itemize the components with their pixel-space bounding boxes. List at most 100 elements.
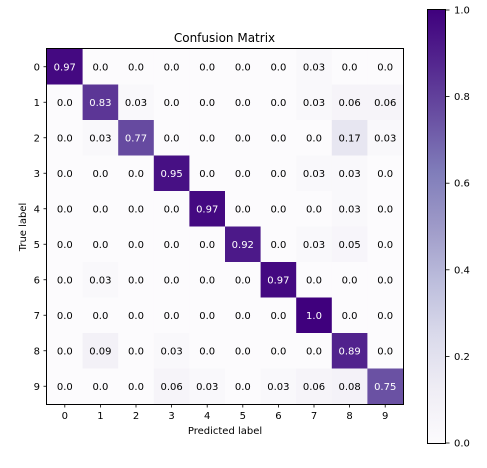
x-tick-label: 9 bbox=[382, 411, 388, 422]
colorbar-tick-label: 0.2 bbox=[454, 352, 470, 363]
heatmap-cell bbox=[296, 297, 333, 334]
cell-value-label: 0.0 bbox=[57, 133, 73, 144]
y-axis-ticks: 0 1 2 3 4 5 6 7 8 9 bbox=[34, 62, 47, 393]
cell-value-label: 0.08 bbox=[338, 382, 360, 393]
x-tick-label: 8 bbox=[346, 411, 352, 422]
heatmap-cell bbox=[82, 226, 119, 263]
heatmap-cell bbox=[225, 368, 261, 405]
cell-value-label: 0.0 bbox=[128, 62, 144, 73]
heatmap-cell bbox=[189, 155, 226, 192]
cell-value-label: 0.0 bbox=[164, 275, 180, 286]
heatmap-cell bbox=[367, 262, 404, 298]
cell-value-label: 0.0 bbox=[57, 240, 73, 251]
heatmap-cell bbox=[47, 191, 83, 227]
y-tick-label: 3 bbox=[34, 169, 40, 180]
heatmap-cell bbox=[118, 297, 155, 334]
heatmap-cell bbox=[331, 368, 368, 405]
cell-value-label: 0.77 bbox=[125, 133, 147, 144]
cell-value-label: 0.0 bbox=[306, 275, 322, 286]
cell-value-label: 0.0 bbox=[199, 346, 215, 357]
heatmap-cell bbox=[118, 120, 155, 156]
cell-value-label: 0.97 bbox=[54, 62, 76, 73]
colorbar-tick-label: 0.0 bbox=[454, 439, 470, 450]
heatmap-cell bbox=[296, 191, 333, 227]
y-tick-label: 8 bbox=[34, 346, 40, 357]
cell-value-label: 0.06 bbox=[303, 382, 325, 393]
heatmap-cell bbox=[47, 155, 83, 192]
heatmap-cell bbox=[47, 333, 83, 369]
cell-value-label: 1.0 bbox=[306, 311, 322, 322]
cell-value-label: 0.0 bbox=[128, 311, 144, 322]
y-tick-label: 1 bbox=[34, 98, 40, 109]
plot-frame bbox=[46, 48, 404, 405]
cell-value-label: 0.03 bbox=[160, 346, 182, 357]
heatmap-cell bbox=[225, 84, 261, 121]
heatmap-cell bbox=[82, 297, 119, 334]
heatmap-cell bbox=[225, 333, 261, 369]
heatmap-cell bbox=[189, 262, 226, 298]
cell-value-label: 0.0 bbox=[57, 382, 73, 393]
cell-value-label: 0.03 bbox=[125, 98, 147, 109]
cell-value-label: 0.03 bbox=[338, 169, 360, 180]
heatmap-cell bbox=[225, 226, 261, 263]
heatmap-cell bbox=[296, 333, 333, 369]
heatmap-cell bbox=[225, 191, 261, 227]
heatmap-cell bbox=[189, 191, 226, 227]
heatmap-cell bbox=[225, 49, 261, 85]
cell-value-label: 0.03 bbox=[303, 169, 325, 180]
cell-value-label: 0.03 bbox=[89, 275, 111, 286]
cell-value-label: 0.05 bbox=[338, 240, 360, 251]
heatmap-cell bbox=[153, 226, 190, 263]
heatmap-cell bbox=[367, 84, 404, 121]
cell-value-label: 0.0 bbox=[128, 204, 144, 215]
heatmap-cell bbox=[118, 262, 155, 298]
cell-value-label: 0.95 bbox=[160, 169, 182, 180]
cell-value-label: 0.0 bbox=[164, 240, 180, 251]
cell-value-label: 0.0 bbox=[377, 169, 393, 180]
cell-value-label: 0.09 bbox=[89, 346, 111, 357]
cell-value-label: 0.17 bbox=[338, 133, 360, 144]
heatmap-cell bbox=[331, 297, 368, 334]
y-axis-label: True label bbox=[18, 203, 29, 253]
heatmap-cell bbox=[118, 49, 155, 85]
cell-value-label: 0.03 bbox=[374, 133, 396, 144]
cell-value-label: 0.0 bbox=[377, 62, 393, 73]
cell-value-label: 0.0 bbox=[306, 133, 322, 144]
cell-value-label: 0.0 bbox=[306, 204, 322, 215]
heatmap-cell bbox=[153, 155, 190, 192]
heatmap-cell bbox=[225, 297, 261, 334]
cell-value-label: 0.0 bbox=[377, 346, 393, 357]
heatmap-cell bbox=[225, 262, 261, 298]
y-tick-label: 5 bbox=[34, 240, 40, 251]
x-axis-ticks: 0 1 2 3 4 5 6 7 8 9 bbox=[62, 404, 388, 422]
heatmap-cell bbox=[153, 368, 190, 405]
x-tick-label: 3 bbox=[168, 411, 174, 422]
heatmap-cell bbox=[367, 191, 404, 227]
heatmap-cell bbox=[118, 226, 155, 263]
heatmap-cell bbox=[47, 262, 83, 298]
heatmap-cell bbox=[189, 49, 226, 85]
cell-value-label: 0.0 bbox=[57, 98, 73, 109]
heatmap-cell bbox=[189, 368, 226, 405]
cell-value-label: 0.03 bbox=[89, 133, 111, 144]
heatmap-cells: 0.97 0.0 0.0 0.0 0.0 0.0 0.0 0.03 0.0 0.0 0.0 0.83 0… bbox=[47, 49, 404, 405]
x-tick-label: 6 bbox=[275, 411, 281, 422]
cell-value-label: 0.0 bbox=[199, 169, 215, 180]
cell-value-label: 0.0 bbox=[235, 169, 251, 180]
x-axis-label: Predicted label bbox=[188, 426, 262, 437]
heatmap-cell bbox=[153, 120, 190, 156]
heatmap-cell bbox=[47, 120, 83, 156]
heatmap-cell bbox=[296, 49, 333, 85]
heatmap-cell bbox=[82, 368, 119, 405]
heatmap-cell bbox=[331, 49, 368, 85]
heatmap-cell bbox=[260, 155, 297, 192]
cell-value-label: 0.0 bbox=[128, 275, 144, 286]
cell-value-label: 0.75 bbox=[374, 382, 396, 393]
cell-value-label: 0.03 bbox=[303, 240, 325, 251]
y-tick-label: 9 bbox=[34, 382, 40, 393]
heatmap-cell bbox=[331, 226, 368, 263]
cell-value-label: 0.0 bbox=[270, 204, 286, 215]
heatmap-cell bbox=[296, 155, 333, 192]
cell-value-label: 0.0 bbox=[199, 275, 215, 286]
cell-value-label: 0.0 bbox=[377, 311, 393, 322]
